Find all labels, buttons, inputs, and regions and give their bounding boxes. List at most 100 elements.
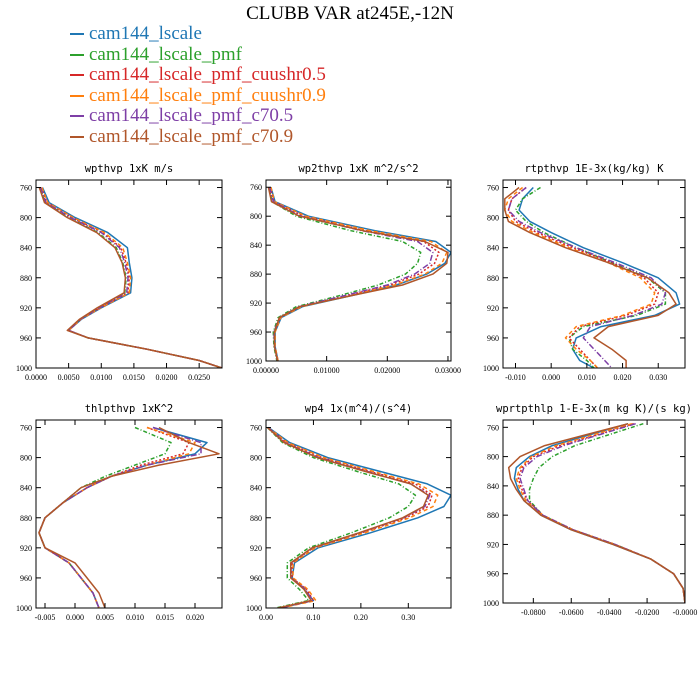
x-tick-label: -0.010	[505, 373, 526, 382]
series-line	[38, 426, 190, 608]
y-tick-label: 1000	[16, 604, 32, 613]
x-tick-label: 0.01000	[314, 366, 340, 375]
y-tick-label: 960	[250, 328, 262, 337]
chart-panel-5: wp4 1x(m^4)/(s^4)76080084088092096010000…	[246, 403, 452, 622]
x-tick-label: 0.10	[306, 613, 320, 622]
series-line	[38, 187, 222, 368]
series-line	[38, 426, 202, 608]
plot-frame	[502, 179, 686, 369]
panel-title: thlpthvp 1xK^2	[85, 403, 174, 415]
y-tick-label: 800	[20, 454, 32, 463]
legend: cam144_lscale cam144_lscale_pmf cam144_l…	[70, 23, 326, 147]
x-tick-label: -0.0800	[521, 608, 546, 617]
series-line	[266, 426, 429, 608]
panel-title: wp2thvp 1xK m^2/s^2	[298, 163, 418, 175]
series-line	[518, 186, 681, 368]
x-tick-label: 0.030	[649, 373, 667, 382]
x-tick-label: 0.02000	[374, 366, 400, 375]
x-tick-label: 0.20	[354, 613, 368, 622]
panel-title: rtpthvp 1E-3x(kg/kg) K	[524, 163, 664, 175]
y-tick-label: 920	[20, 304, 32, 313]
y-tick-label: 840	[250, 484, 262, 493]
y-tick-label: 760	[250, 183, 262, 192]
x-tick-label: 0.015	[156, 613, 174, 622]
legend-entry: cam144_lscale_pmf_c70.5	[70, 105, 326, 127]
chart-panel-6: wprtpthlp 1-E-3x(m kg K)/(s kg) 760 800 840…	[483, 403, 697, 617]
legend-label: cam144_lscale_pmf_c70.9	[89, 125, 294, 147]
legend-line-icon	[70, 94, 84, 97]
y-tick-label: 920	[250, 544, 262, 553]
y-tick-label: 880	[487, 511, 499, 520]
y-tick-label: 920	[487, 540, 499, 549]
series-line	[528, 422, 685, 603]
series-line	[267, 187, 449, 361]
x-tick-label: 0.005	[96, 613, 114, 622]
x-tick-label: -0.0400	[597, 608, 622, 617]
y-tick-label: 960	[20, 334, 32, 343]
panel-title: wpthvp 1xK m/s	[85, 163, 174, 175]
y-tick-label: 960	[250, 574, 262, 583]
y-tick-label: 800	[20, 214, 32, 223]
x-tick-label: 0.30	[401, 613, 415, 622]
chart-panel-3: rtpthvp 1E-3x(kg/kg) K 760 800 840 880 920 960…	[483, 163, 686, 382]
y-tick-label: 760	[250, 424, 262, 433]
x-tick-label: 0.0150	[123, 373, 145, 382]
y-tick-label: 960	[487, 334, 499, 343]
plot-frame	[35, 179, 223, 369]
chart-panel-4: thlpthvp 1xK^2 760 800 840 880 920 960 1000-0.0…	[16, 403, 223, 622]
series-line	[268, 187, 422, 361]
series-line	[515, 422, 685, 603]
legend-label: cam144_lscale_pmf_cuushr0.9	[89, 84, 326, 106]
y-tick-label: 760	[487, 423, 499, 432]
x-tick-label: 0.0250	[188, 373, 210, 382]
y-tick-label: 800	[250, 454, 262, 463]
y-tick-label: 800	[250, 212, 262, 221]
series-line	[504, 186, 677, 368]
panel-title: wprtpthlp 1-E-3x(m kg K)/(s kg)	[496, 403, 692, 415]
y-tick-label: 1000	[483, 599, 499, 608]
x-tick-label: 0.020	[614, 373, 632, 382]
legend-label: cam144_lscale_pmf_c70.5	[89, 105, 294, 127]
legend-line-icon	[70, 53, 84, 56]
chart-panel-1: wpthvp 1xK m/s76080084088092096010000.00…	[16, 163, 223, 382]
series-line	[38, 426, 208, 608]
series-line	[270, 187, 448, 361]
legend-entry: cam144_lscale	[70, 23, 326, 45]
series-line	[38, 426, 196, 608]
series-line	[514, 186, 667, 368]
legend-entry: cam144_lscale_pmf_cuushr0.5	[70, 64, 326, 86]
plot-frame	[502, 419, 686, 604]
x-tick-label: 0.00000	[253, 366, 279, 375]
plot-frame	[265, 419, 452, 609]
y-tick-label: 920	[20, 544, 32, 553]
y-tick-label: 920	[250, 299, 262, 308]
x-tick-label: -0.0600	[559, 608, 584, 617]
series-line	[38, 426, 172, 608]
y-tick-label: 920	[487, 304, 499, 313]
y-tick-label: 760	[20, 184, 32, 193]
series-line	[507, 186, 659, 368]
series-line	[269, 187, 440, 361]
legend-label: cam144_lscale_pmf	[89, 43, 243, 65]
y-tick-label: 960	[487, 570, 499, 579]
y-tick-label: 840	[487, 482, 499, 491]
series-line	[267, 426, 433, 608]
series-line	[266, 426, 417, 608]
series-line	[507, 422, 685, 603]
x-tick-label: -0.0200	[635, 608, 660, 617]
legend-line-icon	[70, 33, 84, 36]
x-tick-label: 0.0050	[58, 373, 80, 382]
y-tick-label: 880	[20, 514, 32, 523]
series-line	[507, 186, 667, 368]
y-tick-label: 800	[487, 214, 499, 223]
x-tick-label: 0.000	[542, 373, 560, 382]
plot-frame	[265, 179, 452, 362]
x-tick-label: 0.0200	[156, 373, 178, 382]
y-tick-label: 1000	[246, 357, 262, 366]
x-tick-label: 0.000	[66, 613, 84, 622]
y-tick-label: 1000	[246, 604, 262, 613]
y-tick-label: 800	[487, 453, 499, 462]
x-tick-label: 0.0100	[90, 373, 112, 382]
legend-entry: cam144_lscale_pmf_cuushr0.9	[70, 84, 326, 107]
